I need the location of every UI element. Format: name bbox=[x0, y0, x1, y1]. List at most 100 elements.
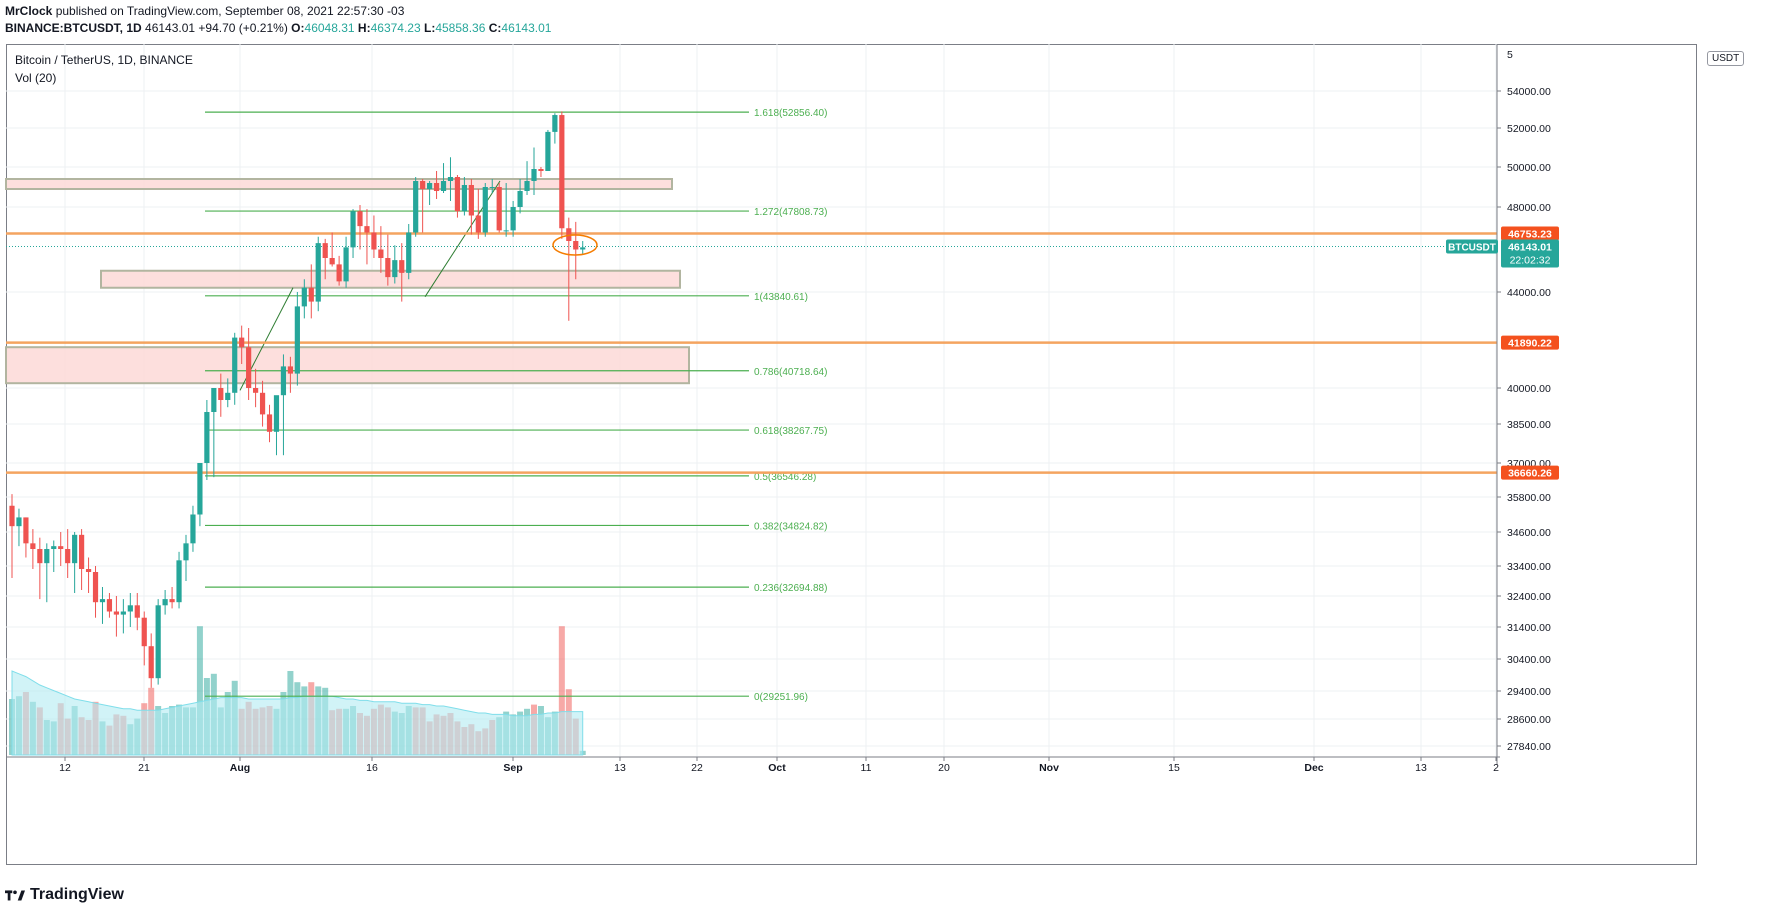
candle-body bbox=[197, 463, 203, 515]
candle-body bbox=[259, 392, 266, 415]
candle-body bbox=[580, 247, 586, 250]
candle-body bbox=[9, 505, 15, 527]
candle-body bbox=[253, 388, 259, 393]
volume-ma-area bbox=[11, 670, 584, 756]
fib-label: 1(43840.61) bbox=[754, 292, 808, 303]
candle-body bbox=[510, 207, 516, 231]
candle-body bbox=[427, 183, 433, 189]
close-label: C: bbox=[488, 21, 502, 35]
grid-lines bbox=[6, 44, 1497, 757]
y-tick-label: 29400.00 bbox=[1507, 686, 1551, 698]
candle-body bbox=[148, 646, 154, 679]
candle-body bbox=[162, 599, 168, 606]
candle-body bbox=[503, 230, 509, 232]
candle-body bbox=[176, 560, 182, 603]
candle-body bbox=[385, 258, 391, 278]
y-tick-label: 52000.00 bbox=[1507, 123, 1551, 135]
chart-panel[interactable] bbox=[6, 44, 1697, 865]
candle-body bbox=[413, 181, 419, 233]
open-label: O: bbox=[291, 21, 305, 35]
candle-body bbox=[482, 187, 488, 233]
candle-body bbox=[461, 185, 467, 212]
candle-body bbox=[392, 260, 398, 278]
x-tick-label: 15 bbox=[1168, 762, 1180, 774]
candle-body bbox=[531, 169, 537, 181]
last-price-badge bbox=[1501, 239, 1559, 268]
y-tick-label: 35800.00 bbox=[1507, 492, 1551, 504]
low-value: 45858.36 bbox=[435, 21, 486, 35]
volume-indicator-label[interactable]: Vol (20) bbox=[15, 71, 57, 85]
x-tick-label: Oct bbox=[768, 762, 786, 774]
candle-body bbox=[433, 183, 440, 191]
y-tick-label: 48000.00 bbox=[1507, 202, 1551, 214]
support-resistance-zone bbox=[5, 346, 690, 385]
tradingview-brand[interactable]: TradingView bbox=[5, 886, 124, 904]
low-label: L: bbox=[424, 21, 436, 35]
candles-layer bbox=[9, 111, 598, 688]
levels-layer bbox=[6, 232, 1497, 474]
candle-body bbox=[454, 177, 461, 212]
candle-body bbox=[190, 514, 196, 544]
author-name[interactable]: MrClock bbox=[5, 4, 53, 18]
price-level-badge-text: 36660.26 bbox=[1508, 468, 1552, 480]
candle-body bbox=[273, 395, 280, 432]
fib-label: 0.5(36546.28) bbox=[754, 472, 816, 483]
volume-bar bbox=[558, 626, 565, 755]
candle-body bbox=[246, 347, 252, 388]
symbol-badge bbox=[1446, 239, 1498, 254]
candle-body bbox=[517, 191, 523, 207]
candle-body bbox=[183, 543, 189, 561]
brand-name: TradingView bbox=[30, 886, 124, 903]
candle-body bbox=[266, 414, 273, 432]
candle-body bbox=[211, 388, 217, 412]
x-tick-label: 16 bbox=[366, 762, 378, 774]
high-label: H: bbox=[357, 21, 371, 35]
y-tick-label: 27840.00 bbox=[1507, 741, 1551, 753]
x-tick-label: 12 bbox=[59, 762, 71, 774]
y-tick-label: 54000.00 bbox=[1507, 86, 1551, 98]
fib-label: 0.236(32694.88) bbox=[754, 583, 827, 594]
candle-body bbox=[371, 232, 377, 250]
candle-body bbox=[559, 115, 565, 229]
y-tick-label: 33400.00 bbox=[1507, 561, 1551, 573]
countdown-text: 22:02:32 bbox=[1510, 254, 1551, 266]
candle-body bbox=[44, 549, 50, 564]
candle-body bbox=[343, 247, 349, 282]
open-value: 46048.31 bbox=[304, 21, 355, 35]
y-tick-label: 50000.00 bbox=[1507, 162, 1551, 174]
x-tick-label: 13 bbox=[614, 762, 626, 774]
candle-body bbox=[336, 264, 342, 282]
candle-body bbox=[51, 546, 57, 549]
chart-legend-title: Bitcoin / TetherUS, 1D, BINANCE bbox=[15, 53, 193, 67]
candle-body bbox=[218, 388, 224, 400]
fib-label: 0(29251.96) bbox=[754, 692, 808, 703]
last-price: 46143.01 bbox=[145, 21, 196, 35]
x-tick-label: 13 bbox=[1415, 762, 1427, 774]
x-tick-label: 11 bbox=[861, 762, 872, 774]
x-tick-label: Dec bbox=[1304, 762, 1323, 774]
tradingview-logo-icon bbox=[5, 890, 25, 901]
x-tick-label: 2 bbox=[1493, 762, 1499, 774]
candle-body bbox=[225, 392, 231, 400]
x-tick-label: Sep bbox=[503, 762, 522, 774]
y-tick-label: 32400.00 bbox=[1507, 591, 1551, 603]
support-resistance-zone bbox=[5, 178, 673, 190]
candle-body bbox=[141, 617, 147, 647]
candle-body bbox=[113, 611, 119, 615]
candle-body bbox=[552, 115, 558, 132]
x-tick-label: Aug bbox=[230, 762, 250, 774]
candle-body bbox=[315, 243, 321, 302]
candle-body bbox=[420, 181, 426, 189]
candle-body bbox=[65, 549, 71, 564]
support-resistance-zone bbox=[100, 269, 681, 289]
fib-label: 1.618(52856.40) bbox=[754, 108, 827, 119]
fib-label: 1.272(47808.73) bbox=[754, 207, 827, 218]
fib-label: 0.618(38267.75) bbox=[754, 426, 827, 437]
price-level-badge bbox=[1501, 335, 1559, 350]
candle-body bbox=[280, 366, 287, 396]
candle-body bbox=[475, 215, 481, 233]
x-tick-label: 21 bbox=[138, 762, 150, 774]
candle-body bbox=[85, 569, 92, 572]
currency-badge[interactable]: USDT bbox=[1707, 51, 1745, 66]
